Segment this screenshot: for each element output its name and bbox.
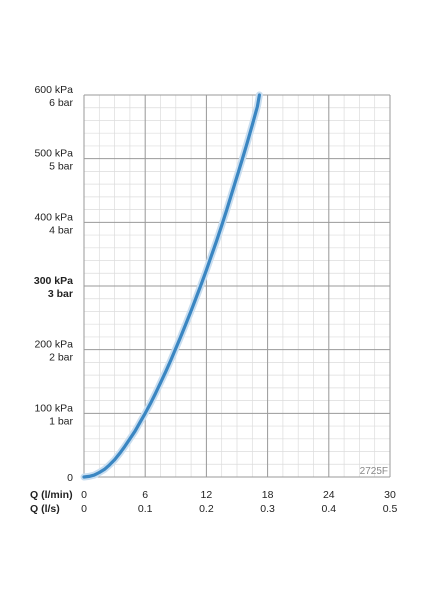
x-tick-label-ls: 0.1 xyxy=(138,503,153,515)
y-tick-label-bar: 4 bar xyxy=(49,224,73,236)
x-tick-label-ls: 0.5 xyxy=(383,503,398,515)
x-tick-label-lmin: 12 xyxy=(201,489,213,501)
series-line xyxy=(82,93,261,479)
y-tick-label-bar: 2 bar xyxy=(49,352,73,364)
x-tick-label-lmin: 6 xyxy=(142,489,148,501)
y-tick-label-bar: 6 bar xyxy=(49,97,73,109)
y-tick-label-bar: 5 bar xyxy=(49,161,73,173)
x-tick-label-lmin: 24 xyxy=(323,489,335,501)
y-tick-label-kpa: 600 kPa xyxy=(34,84,73,96)
y-tick-label-kpa: 300 kPa xyxy=(34,275,73,287)
series-layer xyxy=(80,91,263,481)
x-tick-label-lmin: 18 xyxy=(262,489,274,501)
y-tick-label-bar: 3 bar xyxy=(48,288,73,300)
x-tick-label-ls: 0.3 xyxy=(260,503,275,515)
x-axis-label-ls: Q (l/s) xyxy=(30,503,60,515)
y-tick-label-kpa: 500 kPa xyxy=(34,148,73,160)
x-tick-label-lmin: 30 xyxy=(384,489,396,501)
y-tick-label-kpa: 400 kPa xyxy=(34,211,73,223)
x-tick-label-ls: 0.2 xyxy=(199,503,214,515)
y-tick-label-bar: 1 bar xyxy=(49,415,73,427)
x-tick-label-ls: 0.4 xyxy=(321,503,336,515)
x-tick-label-ls: 0 xyxy=(81,503,87,515)
x-tick-label-lmin: 0 xyxy=(81,489,87,501)
chart-code-label: 2725F xyxy=(360,466,388,477)
y-tick-label-kpa: 100 kPa xyxy=(34,402,73,414)
y-tick-label-kpa: 200 kPa xyxy=(34,339,73,351)
x-axis-labels: 0 0 6 0.1 12 0.2 18 0.3 24 0.4 30 0.5 xyxy=(81,489,397,515)
y-tick-label-kpa: 0 xyxy=(67,472,73,484)
major-grid xyxy=(83,94,391,478)
x-axis-label-lmin: Q (l/min) xyxy=(30,489,73,501)
